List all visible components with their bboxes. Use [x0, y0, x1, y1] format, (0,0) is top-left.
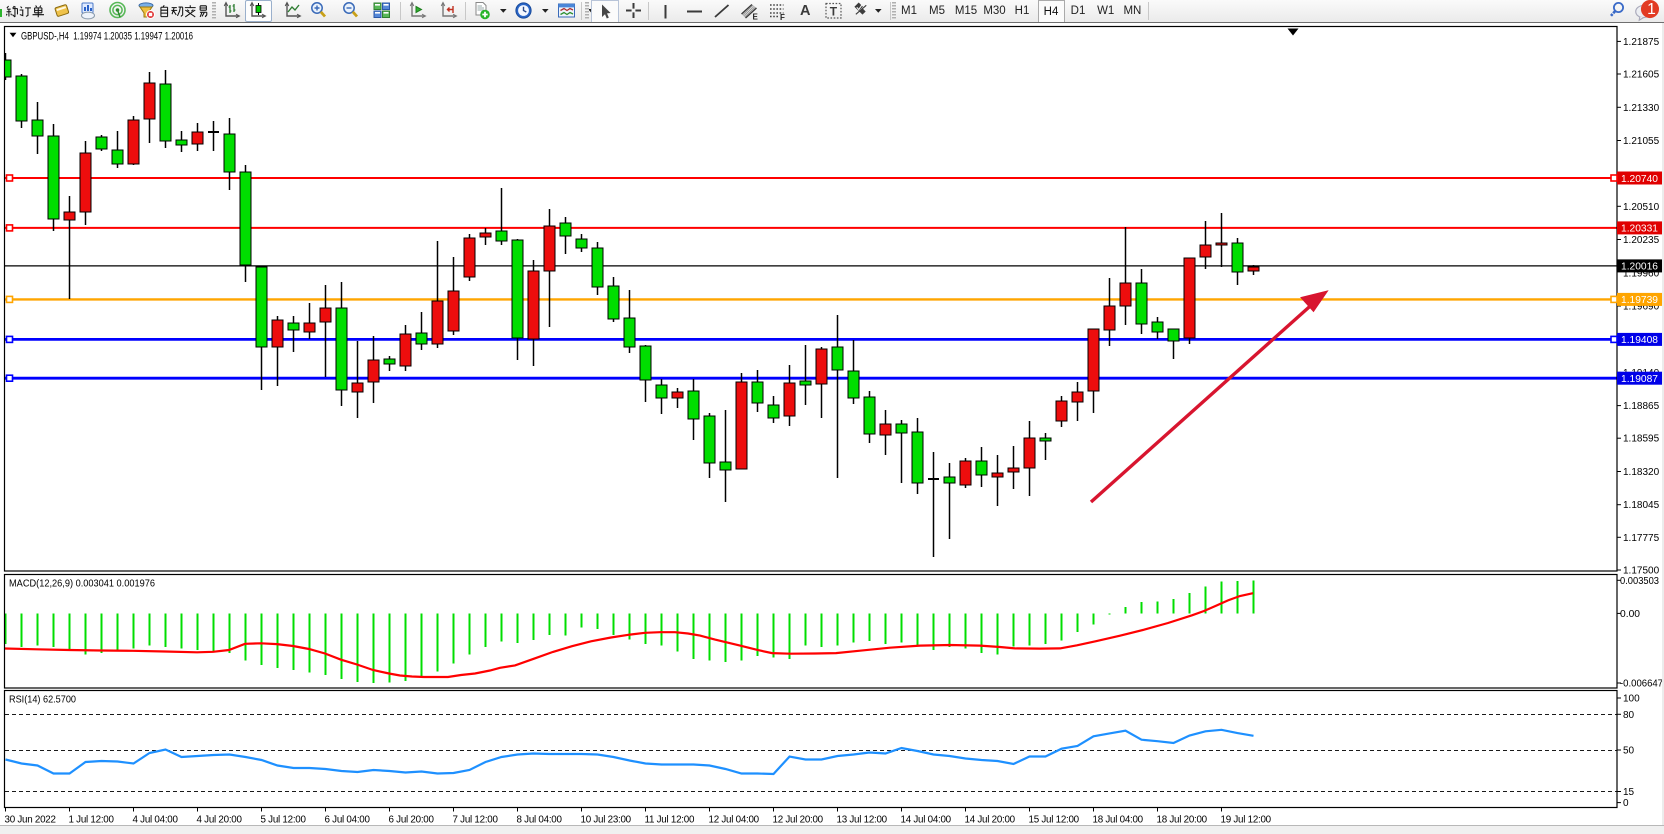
svg-text:6 Jul 04:00: 6 Jul 04:00 — [325, 815, 371, 826]
svg-text:30 Jun 2022: 30 Jun 2022 — [5, 815, 56, 826]
svg-text:1.20235: 1.20235 — [1623, 235, 1660, 246]
svg-text:10 Jul 23:00: 10 Jul 23:00 — [581, 815, 632, 826]
svg-text:6 Jul 20:00: 6 Jul 20:00 — [389, 815, 435, 826]
svg-text:1 Jul 12:00: 1 Jul 12:00 — [69, 815, 115, 826]
svg-text:1.19087: 1.19087 — [1621, 374, 1658, 385]
svg-text:12 Jul 04:00: 12 Jul 04:00 — [709, 815, 760, 826]
svg-text:50: 50 — [1623, 746, 1635, 757]
svg-text:13 Jul 12:00: 13 Jul 12:00 — [837, 815, 888, 826]
svg-text:0.003503: 0.003503 — [1620, 576, 1659, 587]
svg-text:15 Jul 12:00: 15 Jul 12:00 — [1029, 815, 1080, 826]
svg-text:1.21330: 1.21330 — [1623, 103, 1660, 114]
svg-text:1.21605: 1.21605 — [1623, 70, 1660, 81]
svg-text:18 Jul 04:00: 18 Jul 04:00 — [1093, 815, 1144, 826]
svg-text:0.00: 0.00 — [1620, 609, 1640, 620]
svg-text:1.19408: 1.19408 — [1621, 335, 1658, 346]
svg-text:18 Jul 20:00: 18 Jul 20:00 — [1157, 815, 1208, 826]
svg-text:1.20331: 1.20331 — [1621, 224, 1658, 235]
svg-text:1.19690: 1.19690 — [1623, 302, 1660, 313]
svg-text:4 Jul 20:00: 4 Jul 20:00 — [197, 815, 243, 826]
svg-text:1.20510: 1.20510 — [1623, 202, 1660, 213]
svg-text:12 Jul 20:00: 12 Jul 20:00 — [773, 815, 824, 826]
svg-text:1.20016: 1.20016 — [1621, 262, 1658, 273]
svg-text:19 Jul 12:00: 19 Jul 12:00 — [1221, 815, 1272, 826]
svg-text:1.20740: 1.20740 — [1621, 174, 1658, 185]
svg-text:100: 100 — [1623, 694, 1640, 705]
svg-text:E: E — [752, 13, 758, 21]
svg-text:8 Jul 04:00: 8 Jul 04:00 — [517, 815, 563, 826]
svg-text:RSI(14) 62.5700: RSI(14) 62.5700 — [9, 694, 76, 706]
svg-text:MACD(12,26,9) 0.003041 0.00197: MACD(12,26,9) 0.003041 0.001976 — [9, 578, 155, 590]
svg-text:0: 0 — [1623, 798, 1629, 809]
svg-text:GBPUSD-,H4 1.19974 1.20035 1.: GBPUSD-,H4 1.19974 1.20035 1.19947 1.200… — [21, 31, 193, 43]
svg-text:1.21875: 1.21875 — [1623, 37, 1660, 48]
svg-text:5 Jul 12:00: 5 Jul 12:00 — [261, 815, 307, 826]
svg-text:1: 1 — [1647, 1, 1656, 18]
svg-text:11 Jul 12:00: 11 Jul 12:00 — [645, 815, 695, 826]
svg-text:1.19960: 1.19960 — [1623, 268, 1660, 279]
svg-text:14 Jul 04:00: 14 Jul 04:00 — [901, 815, 952, 826]
svg-text:7 Jul 12:00: 7 Jul 12:00 — [453, 815, 499, 826]
svg-text:-0.006647: -0.006647 — [1620, 679, 1663, 690]
svg-text:1.19739: 1.19739 — [1621, 295, 1658, 306]
svg-text:F: F — [780, 13, 785, 20]
svg-text:1.18045: 1.18045 — [1623, 500, 1660, 511]
svg-text:1.18865: 1.18865 — [1623, 401, 1660, 412]
svg-text:1.18595: 1.18595 — [1623, 434, 1660, 445]
svg-text:1.18320: 1.18320 — [1623, 467, 1660, 478]
svg-text:80: 80 — [1623, 710, 1635, 721]
svg-text:T: T — [830, 5, 838, 19]
svg-text:4 Jul 04:00: 4 Jul 04:00 — [133, 815, 179, 826]
svg-text:1.17500: 1.17500 — [1623, 566, 1660, 577]
svg-text:14 Jul 20:00: 14 Jul 20:00 — [965, 815, 1016, 826]
svg-text:15: 15 — [1623, 787, 1635, 798]
svg-text:1.21055: 1.21055 — [1623, 136, 1660, 147]
svg-text:1.17775: 1.17775 — [1623, 533, 1660, 544]
